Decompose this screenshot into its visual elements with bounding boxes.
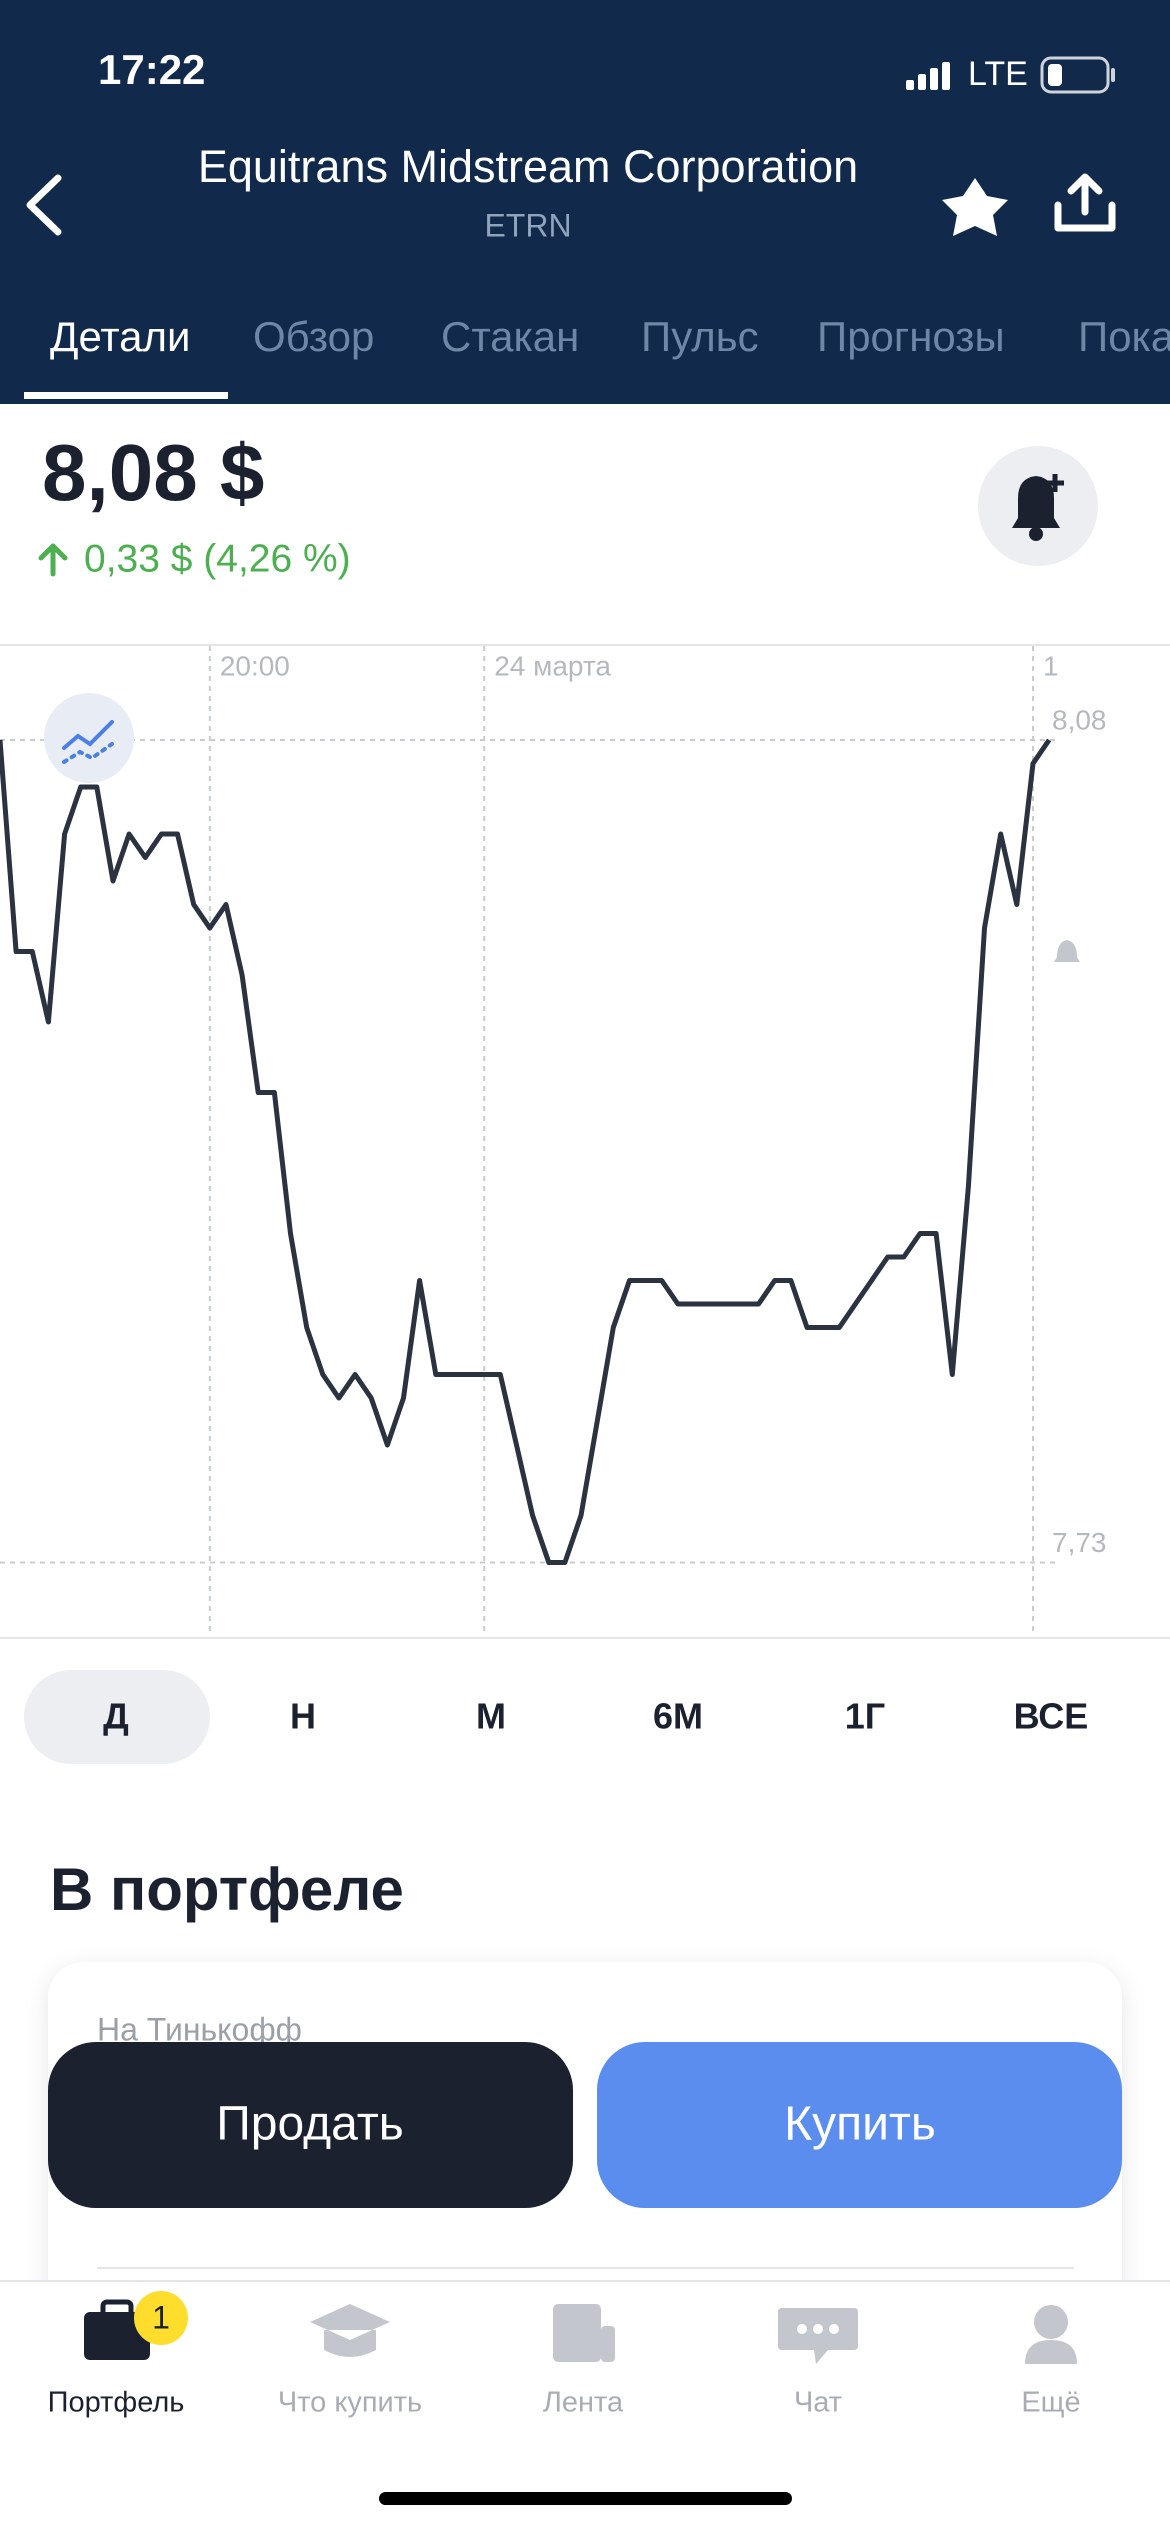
price-value: 8,08 $	[42, 428, 264, 517]
y-tick-label: 8,08	[1052, 704, 1107, 735]
tab[interactable]: Прогнозы	[817, 313, 1005, 360]
nav-item[interactable]: Что купить	[278, 2387, 422, 2419]
battery-icon	[1040, 56, 1115, 94]
tab[interactable]: Пока	[1078, 313, 1170, 360]
status-time: 17:22	[98, 46, 205, 93]
period-option[interactable]: 6М	[653, 1696, 703, 1737]
sell-button[interactable]	[48, 2042, 573, 2208]
portfolio-broker: На Тинькофф	[97, 2011, 302, 2047]
header-ticker: ETRN	[484, 207, 571, 243]
tab[interactable]: Детали	[50, 313, 191, 360]
sell-label: Продать	[216, 2098, 403, 2151]
tab-underline	[24, 392, 228, 399]
nav-icons	[84, 2299, 1077, 2364]
share-button[interactable]	[1054, 173, 1116, 232]
favorite-button[interactable]	[942, 178, 1008, 236]
price-change: 0,33 $ (4,26 %)	[84, 537, 351, 580]
period-option[interactable]: М	[476, 1696, 506, 1737]
chart-mode-icon	[62, 720, 114, 764]
tab[interactable]: Обзор	[253, 313, 374, 360]
alert-level-icon	[1054, 940, 1080, 962]
portfolio-title: В портфеле	[50, 1856, 404, 1923]
signal-icon	[906, 62, 950, 90]
x-tick-label: 24 марта	[494, 650, 611, 681]
x-tick-label: 20:00	[220, 650, 290, 681]
buy-button[interactable]	[597, 2042, 1122, 2208]
tab[interactable]: Пульс	[641, 313, 759, 360]
buy-label: Купить	[784, 2098, 936, 2151]
y-tick-label: 7,73	[1052, 1527, 1107, 1558]
bell-icon	[1012, 474, 1064, 541]
home-indicator	[379, 2492, 792, 2505]
back-button[interactable]	[26, 174, 62, 236]
header-title: Equitrans Midstream Corporation	[198, 141, 858, 192]
nav-badge-count: 1	[152, 2299, 170, 2335]
chart-mode-button[interactable]	[44, 693, 134, 783]
nav-item[interactable]: Лента	[543, 2387, 624, 2419]
status-network: LTE	[968, 55, 1028, 93]
nav-item[interactable]: Чат	[794, 2387, 842, 2419]
periods: Д Н М 6М 1Г ВСЕ	[103, 1696, 1088, 1737]
period-option[interactable]: Н	[290, 1696, 316, 1737]
period-selected-bg	[24, 1670, 210, 1764]
tab[interactable]: Стакан	[441, 313, 579, 360]
period-option[interactable]: 1Г	[845, 1696, 885, 1737]
nav-item[interactable]: Портфель	[48, 2387, 185, 2419]
nav-labels: Портфель Что купить Лента Чат Ещё	[48, 2387, 1081, 2419]
price-chart: 20:00 24 марта 1 8,08 7,73	[0, 646, 1107, 1633]
price-line	[0, 738, 1052, 1565]
x-tick-label: 1	[1043, 650, 1059, 681]
nav-item[interactable]: Ещё	[1021, 2387, 1080, 2419]
nav-badge	[134, 2291, 188, 2345]
period-option[interactable]: ВСЕ	[1014, 1696, 1089, 1737]
period-option[interactable]: Д	[103, 1696, 129, 1737]
tabs: Детали Обзор Стакан Пульс Прогнозы Пока	[50, 313, 1170, 360]
up-arrow	[38, 543, 68, 577]
